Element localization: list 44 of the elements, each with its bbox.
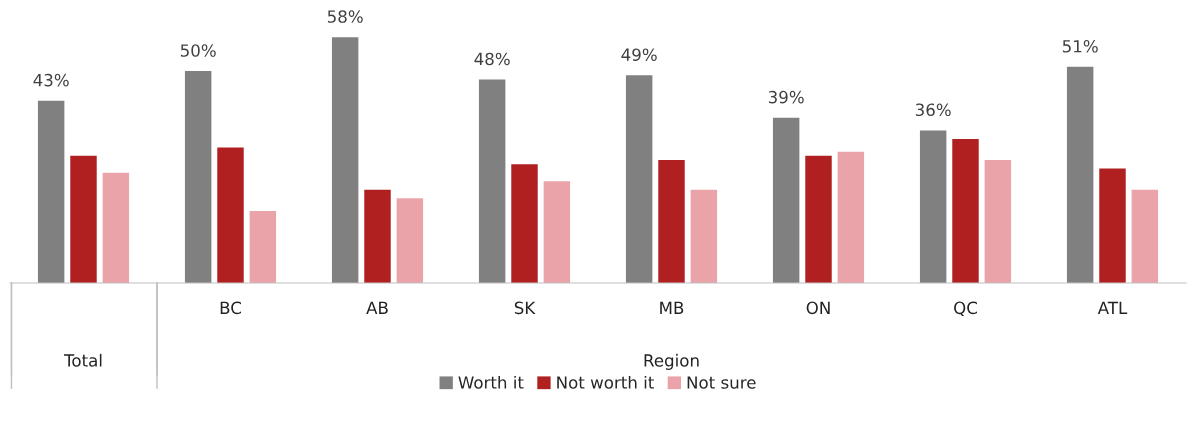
bar (102, 172, 130, 283)
data-label: 51% (1062, 39, 1098, 53)
bar (984, 160, 1012, 283)
bar (1131, 189, 1159, 283)
x-tick-label: MB (660, 301, 684, 314)
bar (952, 138, 979, 283)
bar (919, 130, 947, 283)
x-tick-label: ATL (1097, 301, 1128, 314)
bar (658, 160, 685, 283)
bar (805, 155, 832, 283)
x-tick-label: AB (366, 301, 388, 314)
bar (625, 75, 653, 283)
data-label: 58% (327, 10, 363, 23)
bar (478, 79, 506, 283)
bar (690, 189, 718, 283)
bar (184, 71, 212, 283)
text: Region (644, 353, 699, 370)
legend-label: Not worth it (557, 375, 654, 389)
bar (249, 210, 277, 283)
legend-label: Not sure (687, 376, 756, 389)
data-label: 43% (33, 73, 69, 87)
bar (1099, 168, 1126, 283)
bar (1066, 66, 1094, 283)
bar (364, 189, 391, 283)
x-tick-label: SK (514, 301, 536, 315)
bar (511, 164, 538, 283)
legend-label: Worth it (458, 375, 524, 389)
bar (37, 100, 65, 283)
bar (837, 151, 865, 283)
x-tick-label: BC (220, 301, 241, 315)
x-tick-label: QC (954, 301, 977, 317)
bar (70, 155, 97, 283)
bar (331, 37, 359, 283)
bar (543, 181, 571, 283)
data-label: 48% (474, 52, 510, 66)
bar (772, 117, 800, 283)
data-label: 36% (915, 103, 951, 117)
bar (396, 198, 424, 283)
data-label: 50% (180, 44, 216, 57)
data-label: 39% (768, 90, 804, 104)
text: Total (63, 353, 102, 367)
data-label: 49% (621, 48, 657, 62)
x-tick-label: ON (806, 301, 830, 315)
bar (217, 147, 244, 283)
